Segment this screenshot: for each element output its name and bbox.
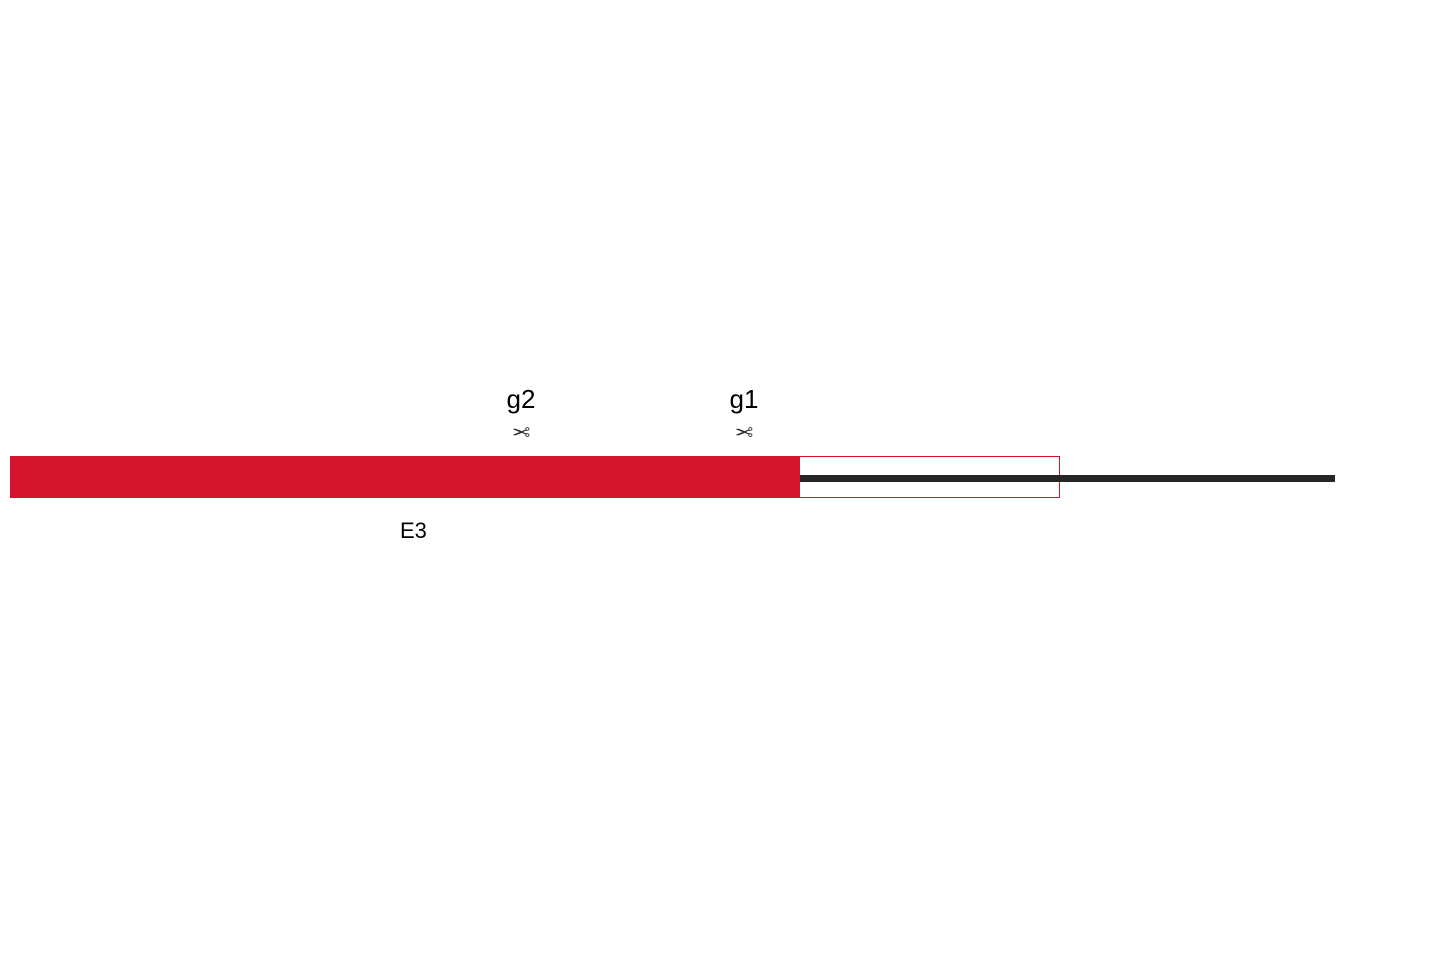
exon-label: E3 <box>400 518 427 544</box>
exon-fill <box>10 456 800 498</box>
scissors-icon-g2: ✂ <box>512 418 530 444</box>
cut-label-g2: g2 <box>507 384 536 415</box>
scissors-icon-g1: ✂ <box>735 418 753 444</box>
intron-line <box>800 475 1335 482</box>
gene-diagram: E3 g2 ✂ g1 ✂ <box>0 0 1440 960</box>
cut-label-g1: g1 <box>730 384 759 415</box>
